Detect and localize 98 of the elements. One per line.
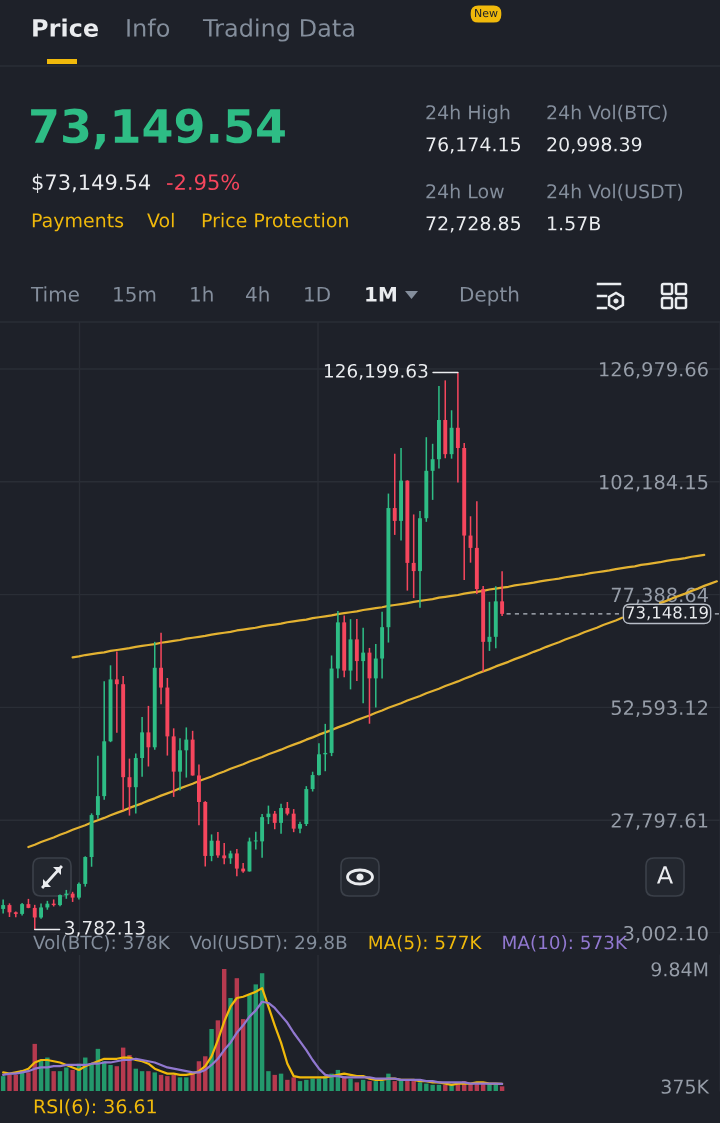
bar xyxy=(379,1081,385,1091)
y-tick-label: 375K xyxy=(661,1079,710,1094)
candlestick xyxy=(253,831,258,851)
bar xyxy=(417,1082,423,1091)
bar xyxy=(367,1081,372,1091)
annotation: 126,199.63 xyxy=(324,363,428,380)
candlestick xyxy=(373,643,378,709)
text: 76,174.15 xyxy=(426,137,521,154)
text: Price xyxy=(33,18,98,37)
candlestick xyxy=(234,848,239,877)
bar xyxy=(0,1076,6,1091)
candlestick xyxy=(430,443,435,501)
text: Vol(USDT): 29.8B xyxy=(189,935,347,952)
text: 1M xyxy=(366,286,396,302)
bar xyxy=(354,1082,360,1091)
bar xyxy=(108,1064,113,1091)
bar xyxy=(7,1074,12,1091)
bar xyxy=(177,1077,183,1091)
bar xyxy=(158,1074,164,1091)
text: 1D xyxy=(305,286,330,302)
text: 24h High xyxy=(426,104,510,124)
candlestick xyxy=(215,831,220,859)
bar xyxy=(184,1077,189,1091)
candlestick xyxy=(279,802,284,835)
bar xyxy=(152,1072,157,1091)
text: Payments xyxy=(32,213,124,232)
annotation: A xyxy=(656,866,674,884)
bar xyxy=(360,1079,366,1091)
candlestick xyxy=(114,650,119,734)
bar xyxy=(70,1069,75,1091)
bar xyxy=(348,1078,353,1091)
text: 1h xyxy=(191,286,213,302)
candlestick xyxy=(159,631,164,706)
text: MA(5): 577K xyxy=(369,935,482,952)
text: Depth xyxy=(460,286,519,306)
bar xyxy=(64,1067,69,1091)
y-tick-label: 9.84M xyxy=(651,962,708,977)
bar xyxy=(190,1073,195,1091)
text: Price Protection xyxy=(202,212,348,228)
text: 4h xyxy=(245,286,269,302)
text: Trading Data xyxy=(202,18,354,42)
candlestick xyxy=(184,726,189,779)
annotation: 3,782.13 xyxy=(65,920,145,937)
ref-line-label: 73,148.19 xyxy=(626,606,708,621)
candlestick xyxy=(411,513,416,599)
bar xyxy=(228,998,233,1091)
candlestick xyxy=(291,808,296,833)
text: 20,998.39 xyxy=(547,137,642,154)
bar xyxy=(89,1063,94,1091)
text: 24h Vol(USDT) xyxy=(547,183,683,201)
candlestick xyxy=(1,898,6,915)
line-series xyxy=(71,553,706,659)
text: $73,149.54 xyxy=(32,173,151,193)
text: 72,728.85 xyxy=(426,216,521,233)
text: Time xyxy=(30,286,79,302)
candlestick xyxy=(354,618,359,682)
candlestick xyxy=(361,627,366,705)
bar xyxy=(57,1071,63,1091)
text: 15m xyxy=(114,286,156,302)
candlestick xyxy=(222,842,227,865)
text: 24h Low xyxy=(426,183,504,199)
bar xyxy=(297,1081,303,1091)
candlestick xyxy=(316,742,321,777)
candlestick xyxy=(32,904,37,931)
candlestick xyxy=(209,833,214,862)
bar xyxy=(392,1081,397,1091)
bar xyxy=(114,1066,120,1091)
text: New xyxy=(475,9,498,18)
text: 1.57B xyxy=(548,216,600,231)
candlestick xyxy=(272,810,277,830)
bar xyxy=(13,1074,18,1091)
bar xyxy=(51,1071,56,1091)
candlestick xyxy=(178,737,182,792)
candlestick xyxy=(455,371,460,484)
y-tick-label: 27,797.61 xyxy=(611,813,708,830)
candlestick xyxy=(392,452,397,536)
text: 24h Vol(BTC) xyxy=(547,104,667,122)
bar xyxy=(266,1071,271,1091)
y-tick-label: 52,593.12 xyxy=(611,700,708,718)
bar xyxy=(373,1081,378,1091)
text: Vol(BTC): 378K xyxy=(33,935,171,952)
text: 73,149.54 xyxy=(31,108,285,150)
y-tick-label: 126,979.66 xyxy=(600,361,708,379)
bar xyxy=(139,1071,145,1091)
text: Info xyxy=(127,18,170,37)
candlestick xyxy=(146,705,151,768)
bar xyxy=(272,1074,277,1091)
candlestick xyxy=(95,755,100,820)
bar xyxy=(499,1086,505,1091)
bar xyxy=(26,1072,31,1091)
bar xyxy=(247,994,252,1091)
bar xyxy=(146,1071,151,1091)
y-tick-label: 102,184.15 xyxy=(600,474,708,492)
candlestick xyxy=(500,570,505,617)
candlestick xyxy=(310,770,315,793)
text: Vol xyxy=(147,212,174,228)
text: -2.95% xyxy=(167,174,240,191)
text: RSI(6): 36.61 xyxy=(34,1098,156,1116)
